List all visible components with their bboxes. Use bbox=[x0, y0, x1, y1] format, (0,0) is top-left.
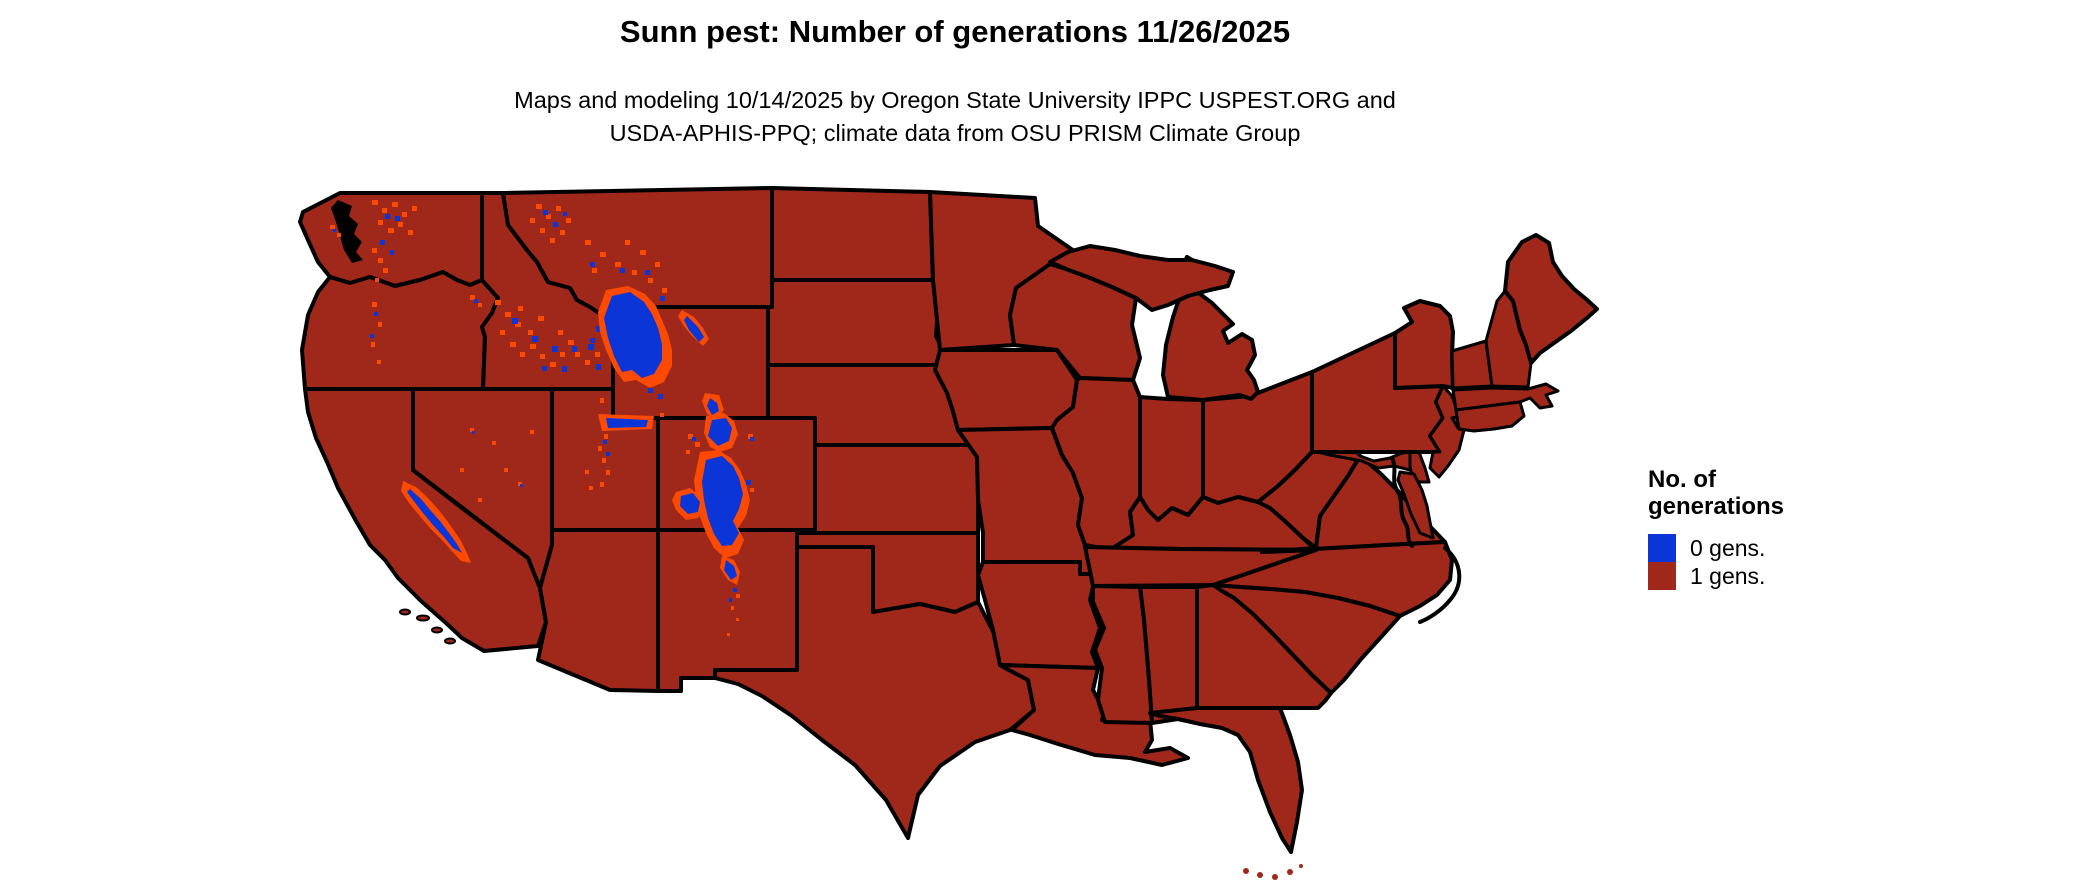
zero-gens-colorado-rockies bbox=[672, 413, 754, 636]
state-arkansas bbox=[976, 560, 1102, 670]
legend-label-1-gens: 1 gens. bbox=[1690, 562, 1766, 589]
zero-gens-sierra-nevada bbox=[401, 481, 471, 563]
florida-keys bbox=[1243, 868, 1249, 874]
delmarva-eastern-shore bbox=[1396, 470, 1435, 540]
state-kansas bbox=[813, 443, 980, 535]
subtitle-line-1: Maps and modeling 10/14/2025 by Oregon S… bbox=[514, 87, 1396, 113]
channel-island bbox=[416, 614, 430, 622]
channel-island bbox=[431, 626, 443, 634]
state-arizona bbox=[536, 528, 660, 693]
legend-title-line-2: generations bbox=[1648, 493, 1785, 520]
florida-keys bbox=[1299, 864, 1303, 868]
state-oregon bbox=[300, 270, 500, 391]
zero-gens-uinta-wasatch bbox=[585, 398, 664, 490]
channel-island bbox=[399, 608, 411, 616]
legend-swatch-0-gens bbox=[1648, 534, 1676, 562]
state-north-dakota bbox=[770, 186, 935, 282]
legend-title: No. of generations bbox=[1648, 466, 1784, 520]
florida-keys bbox=[1287, 869, 1293, 875]
legend-label-0-gens: 0 gens. bbox=[1690, 534, 1766, 561]
state-georgia bbox=[1195, 583, 1333, 710]
subtitle-line-2: USDA-APHIS-PPQ; climate data from OSU PR… bbox=[609, 120, 1301, 146]
figure-subtitle: Maps and modeling 10/14/2025 by Oregon S… bbox=[0, 84, 1910, 150]
zero-gens-washington-cascades bbox=[330, 200, 571, 282]
chesapeake-bay bbox=[1390, 456, 1414, 548]
state-washington bbox=[298, 191, 484, 288]
legend-item-0-gens: 0 gens. bbox=[1648, 534, 1784, 562]
puget-sound bbox=[331, 200, 363, 263]
outer-banks bbox=[1418, 546, 1462, 624]
state-florida bbox=[1148, 706, 1304, 854]
state-texas bbox=[713, 545, 1036, 840]
zero-gens-medicine-bow-core bbox=[707, 398, 719, 415]
florida-keys bbox=[1257, 872, 1263, 878]
state-maine bbox=[1503, 233, 1599, 365]
state-michigan-upper bbox=[1048, 244, 1235, 312]
legend-swatch-1-gens bbox=[1648, 562, 1676, 590]
florida-keys bbox=[1272, 874, 1278, 880]
zero-gens-bighorn-core bbox=[684, 316, 704, 342]
state-new-york bbox=[1393, 299, 1455, 390]
zero-gens-nevada-ranges bbox=[460, 428, 534, 502]
legend-title-line-1: No. of bbox=[1648, 466, 1716, 493]
zero-gens-sangre-de-cristo-core bbox=[724, 560, 737, 580]
figure-title: Sunn pest: Number of generations 11/26/2… bbox=[619, 14, 1291, 49]
zero-gens-northern-rockies bbox=[495, 240, 667, 372]
state-south-dakota bbox=[766, 278, 946, 367]
us-states-layer bbox=[298, 186, 1599, 854]
zero-gens-yellowstone-wind-river bbox=[598, 286, 724, 419]
state-mississippi bbox=[1091, 584, 1154, 725]
zero-gens-oregon-cascades bbox=[370, 295, 482, 364]
coastline-details-layer bbox=[331, 200, 1462, 880]
legend: No. of generations 0 gens. 1 gens. bbox=[1648, 466, 1784, 590]
state-iowa bbox=[933, 348, 1079, 432]
state-indiana bbox=[1138, 395, 1205, 522]
legend-item-1-gens: 1 gens. bbox=[1648, 562, 1784, 590]
channel-island bbox=[444, 637, 456, 645]
state-connecticut-rhode-island bbox=[1454, 400, 1526, 433]
